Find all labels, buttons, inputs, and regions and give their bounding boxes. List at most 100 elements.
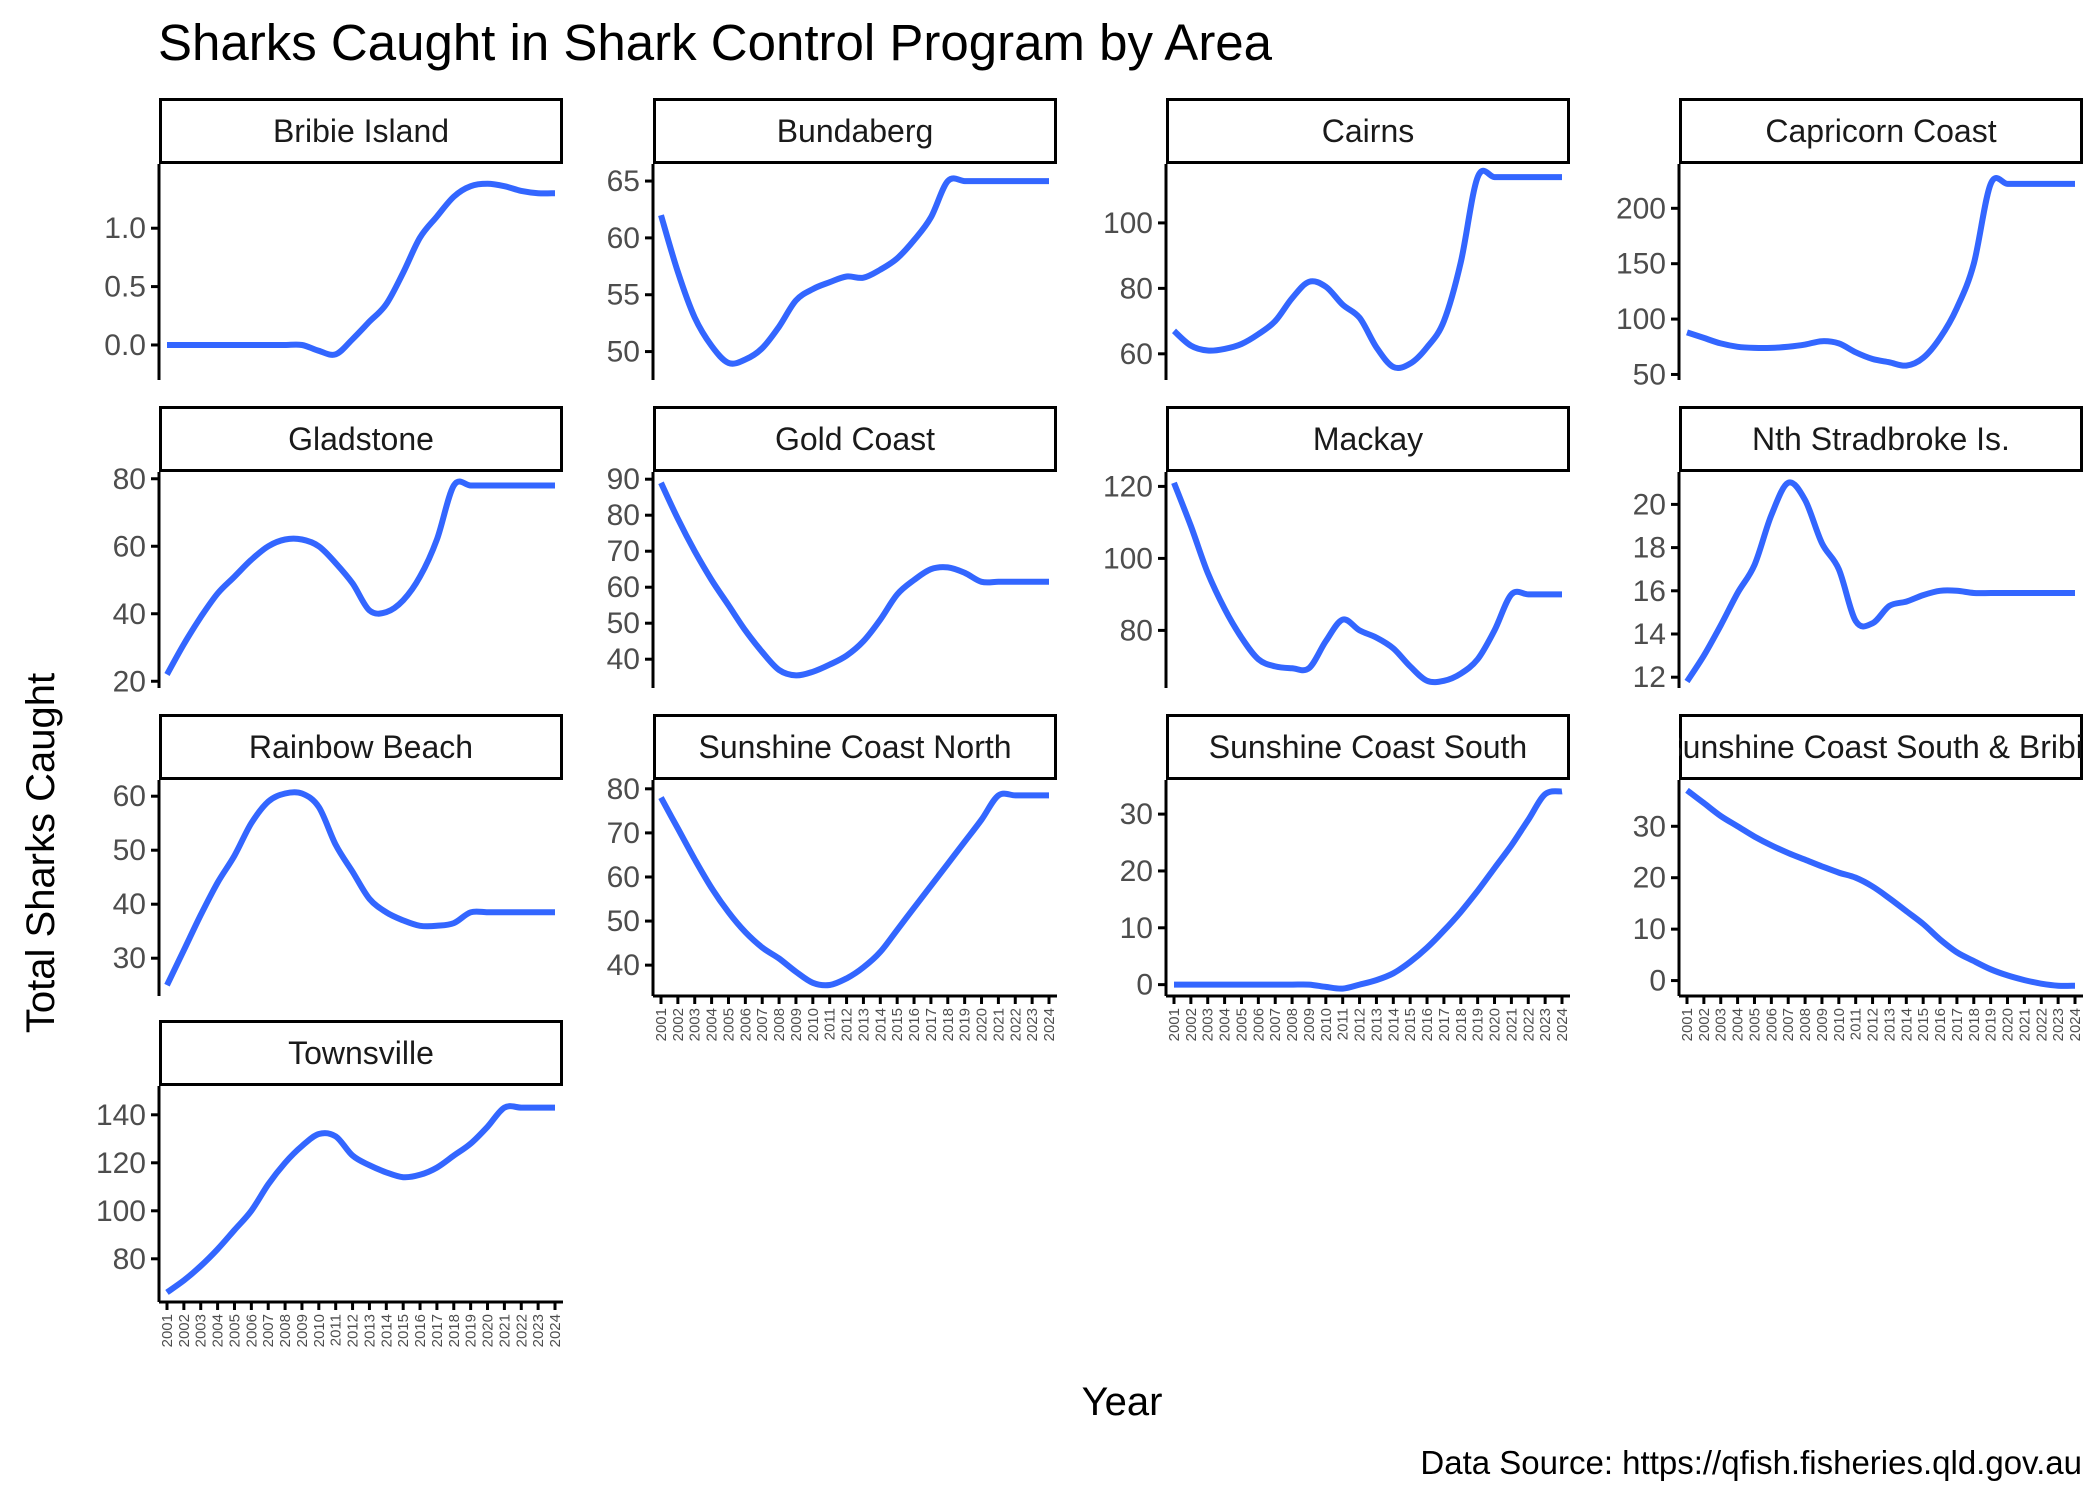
x-axis-title: Year (1082, 1380, 1163, 1424)
y-tick-label: 55 (607, 279, 640, 312)
x-tick-label: 2006 (1763, 1008, 1780, 1041)
x-tick-label: 2008 (771, 1008, 788, 1041)
y-tick-label: 100 (1103, 542, 1153, 575)
facet-strip (159, 1020, 563, 1086)
x-tick-label: 2023 (1537, 1008, 1554, 1041)
x-tick-label: 2006 (243, 1314, 260, 1347)
facet-strip-label: Nth Stradbroke Is. (1752, 421, 2010, 457)
y-tick-label: 60 (607, 222, 640, 255)
x-tick-label: 2017 (923, 1008, 940, 1041)
y-tick-label: 70 (607, 535, 640, 568)
x-tick-label: 2008 (1797, 1008, 1814, 1041)
x-tick-label: 2007 (754, 1008, 771, 1041)
x-tick-label: 2023 (1024, 1008, 1041, 1041)
y-tick-label: 80 (113, 1243, 146, 1276)
x-tick-label: 2003 (193, 1314, 210, 1347)
x-tick-label: 2017 (429, 1314, 446, 1347)
y-tick-label: 80 (113, 463, 146, 496)
panel-bundaberg: Bundaberg 50 55 60 65 (607, 98, 1057, 380)
x-tick-label: 2016 (1932, 1008, 1949, 1041)
y-tick-label: 80 (1120, 272, 1153, 305)
facet-strip-label: Sunshine Coast South (1209, 729, 1527, 765)
y-tick-label: 40 (607, 949, 640, 982)
x-tick-label: 2003 (687, 1008, 704, 1041)
x-tick-label: 2001 (159, 1314, 176, 1347)
y-tick-label: 18 (1633, 532, 1666, 565)
x-tick-label: 2004 (1730, 1008, 1747, 1041)
x-tick-label: 2021 (1503, 1008, 1520, 1041)
facet-strip-label: Sunshine Coast North (698, 729, 1011, 765)
x-tick-label: 2018 (1966, 1008, 1983, 1041)
facet-strip-label: Capricorn Coast (1765, 113, 1996, 149)
y-tick-label: 60 (113, 530, 146, 563)
y-tick-label: 120 (96, 1147, 146, 1180)
x-tick-label: 2015 (395, 1314, 412, 1347)
x-tick-label: 2008 (277, 1314, 294, 1347)
y-tick-label: 60 (113, 780, 146, 813)
x-tick-label: 2003 (1713, 1008, 1730, 1041)
x-tick-label: 2018 (446, 1314, 463, 1347)
series-line-mackay (1171, 481, 1562, 686)
series-line-sunshine-coast-north (658, 790, 1049, 989)
facet-strip (1166, 714, 1570, 780)
series-line-capricorn-coast (1686, 175, 2075, 369)
x-tick-label: 2018 (940, 1008, 957, 1041)
y-tick-label: 10 (1120, 912, 1153, 945)
x-tick-label: 2022 (513, 1314, 530, 1347)
y-tick-label: 10 (1633, 913, 1666, 946)
x-tick-label: 2012 (345, 1314, 362, 1347)
x-tick-label: 2015 (889, 1008, 906, 1041)
facet-strip (1679, 714, 2083, 780)
series-line-gladstone (164, 478, 555, 676)
x-tick-label: 2011 (328, 1314, 345, 1346)
x-tick-label: 2021 (2016, 1008, 2033, 1041)
y-tick-label: 12 (1633, 661, 1666, 694)
facet-strip-label: Rainbow Beach (249, 729, 473, 765)
y-tick-label: 1.0 (104, 212, 146, 245)
x-tick-label: 2014 (1385, 1008, 1402, 1041)
series-line-gold-coast (658, 481, 1049, 679)
facet-strip (159, 714, 563, 780)
y-tick-label: 20 (1633, 488, 1666, 521)
y-tick-label: 50 (113, 834, 146, 867)
x-tick-label: 2008 (1284, 1008, 1301, 1041)
y-tick-label: 40 (113, 888, 146, 921)
x-tick-label: 2001 (1166, 1008, 1183, 1041)
y-tick-label: 50 (1633, 358, 1666, 391)
x-tick-label: 2011 (1848, 1008, 1865, 1040)
x-tick-label: 2024 (1554, 1008, 1571, 1041)
x-tick-label: 2016 (412, 1314, 429, 1347)
x-tick-label: 2012 (1352, 1008, 1369, 1041)
y-tick-label: 100 (1103, 207, 1153, 240)
panel-capricorn-coast: Capricorn Coast 50 100 150 200 (1616, 98, 2083, 391)
x-tick-label: 2006 (737, 1008, 754, 1041)
y-tick-label: 100 (96, 1195, 146, 1228)
y-tick-label: 30 (113, 942, 146, 975)
x-tick-label: 2005 (720, 1008, 737, 1041)
y-tick-label: 60 (1120, 338, 1153, 371)
x-tick-label: 2010 (805, 1008, 822, 1041)
x-tick-label: 2013 (1881, 1008, 1898, 1041)
x-tick-label: 2015 (1915, 1008, 1932, 1041)
y-tick-label: 0 (1136, 969, 1153, 1002)
x-tick-label: 2010 (1831, 1008, 1848, 1041)
x-tick-label: 2014 (378, 1314, 395, 1347)
facet-strip (1679, 406, 2083, 472)
x-tick-label: 2005 (1746, 1008, 1763, 1041)
x-tick-label: 2010 (311, 1314, 328, 1347)
chart-title: Sharks Caught in Shark Control Program b… (158, 14, 1273, 71)
x-tick-label: 2004 (704, 1008, 721, 1041)
facet-panels: Bribie Island 0.0 0.5 1.0 Bundaberg 50 55 60 65 C… (96, 98, 2084, 1347)
y-tick-label: 60 (607, 571, 640, 604)
facet-strip (159, 98, 563, 164)
y-tick-label: 16 (1633, 575, 1666, 608)
x-tick-label: 2002 (1696, 1008, 1713, 1041)
y-tick-label: 80 (607, 499, 640, 532)
x-tick-label: 2004 (210, 1314, 227, 1347)
y-tick-label: 140 (96, 1099, 146, 1132)
x-tick-label: 2009 (1301, 1008, 1318, 1041)
x-tick-label: 2022 (2033, 1008, 2050, 1041)
x-tick-label: 2019 (1983, 1008, 2000, 1041)
y-tick-label: 0.0 (104, 329, 146, 362)
x-tick-label: 2009 (294, 1314, 311, 1347)
